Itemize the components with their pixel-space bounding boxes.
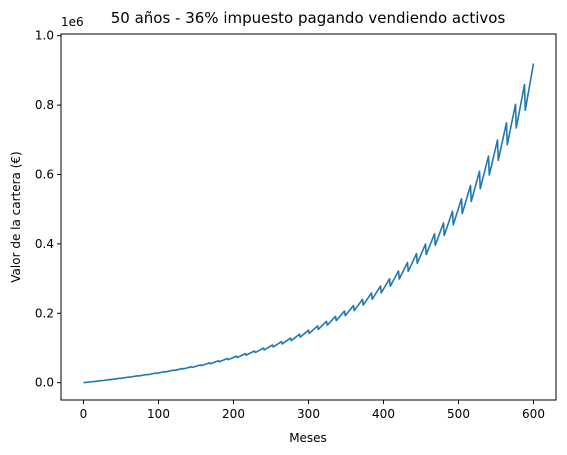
y-tick-label: 0.0 [35, 376, 54, 390]
y-tick-label: 0.2 [35, 306, 54, 320]
x-tick-label: 100 [147, 407, 170, 421]
y-tick-label: 0.6 [35, 168, 54, 182]
y-axis-label: Valor de la cartera (€) [9, 151, 23, 282]
x-tick-label: 500 [447, 407, 470, 421]
x-tick-label: 600 [522, 407, 545, 421]
x-tick-label: 300 [297, 407, 320, 421]
x-tick-label: 200 [222, 407, 245, 421]
x-axis-label: Meses [289, 431, 327, 445]
y-axis: 0.0 0.2 0.4 0.6 0.8 1.0 [35, 29, 61, 390]
x-tick-label: 0 [80, 407, 88, 421]
chart-title: 50 años - 36% impuesto pagando vendiendo… [111, 9, 506, 27]
series-line [83, 63, 535, 384]
x-tick-label: 400 [372, 407, 395, 421]
y-tick-label: 0.8 [35, 98, 54, 112]
plot-area-frame [60, 33, 557, 401]
x-axis: 0 100 200 300 400 500 600 [80, 400, 545, 421]
y-axis-offset-label: 1e6 [61, 15, 84, 29]
y-tick-label: 0.4 [35, 237, 54, 251]
y-tick-label: 1.0 [35, 29, 54, 43]
